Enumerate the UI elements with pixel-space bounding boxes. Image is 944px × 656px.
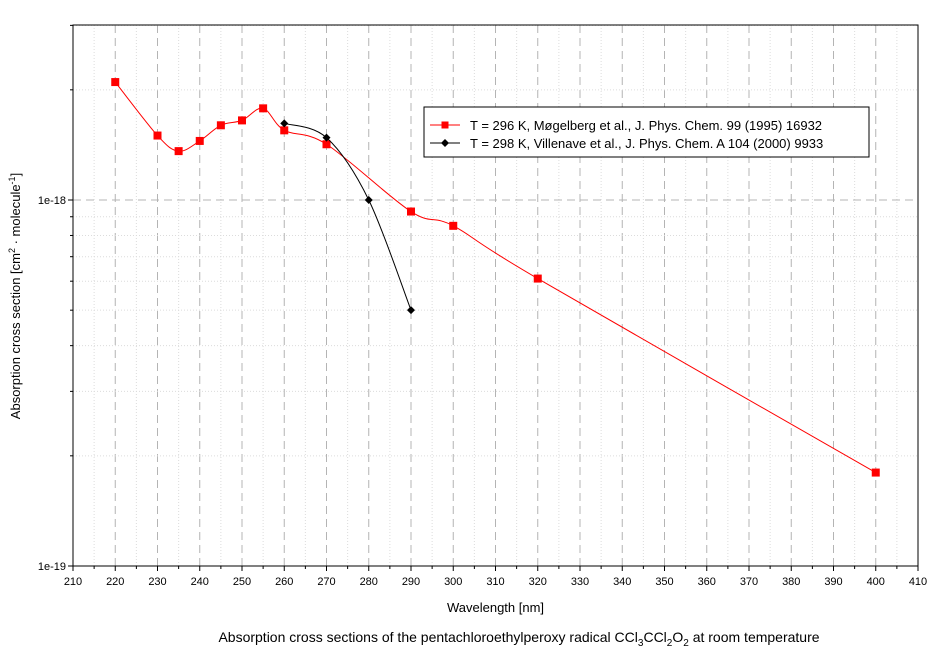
x-tick-label: 320 [529, 576, 547, 588]
y-axis-ticks: 1e-18 1e-19 [38, 24, 73, 573]
x-tick-label: 220 [106, 576, 124, 588]
x-tick-label: 290 [402, 576, 420, 588]
x-tick-label: 310 [486, 576, 504, 588]
data-point-series-1 [322, 140, 331, 149]
x-tick-label: 280 [360, 576, 378, 588]
x-tick-label: 340 [613, 576, 631, 588]
y-axis-label: Absorption cross section [cm2 · molecule… [7, 173, 23, 419]
x-tick-label: 250 [233, 576, 251, 588]
legend-box [423, 106, 870, 158]
data-point-series-1 [153, 131, 162, 140]
y-tick-label: 1e-19 [38, 561, 66, 573]
data-point-series-1 [216, 121, 225, 130]
data-point-series-1 [407, 207, 415, 216]
series-layer [111, 78, 880, 477]
data-point-series-1 [871, 468, 880, 477]
data-point-series-2 [364, 196, 373, 204]
x-axis-label: Wavelength [nm] [447, 600, 544, 615]
x-axis-ticks: 210 220 230 240 250 260 270 280 290 300 310 320 330 3… [64, 566, 927, 588]
legend: T = 296 K, Møgelberg et al., J. Phys. Ch… [423, 106, 870, 158]
data-point-series-2 [322, 133, 331, 142]
legend-label-1: T = 296 K, Møgelberg et al., J. Phys. Ch… [470, 118, 822, 133]
data-point-series-1 [449, 221, 458, 230]
data-point-series-2 [407, 306, 415, 315]
x-tick-label: 260 [275, 576, 293, 588]
y-tick-label: 1e-18 [38, 195, 66, 207]
data-point-series-1 [238, 116, 246, 125]
x-tick-label: 360 [698, 576, 716, 588]
x-tick-label: 270 [317, 576, 335, 588]
x-tick-label: 210 [64, 576, 82, 588]
x-tick-label: 330 [571, 576, 589, 588]
x-tick-label: 230 [148, 576, 166, 588]
data-point-series-2 [280, 119, 289, 128]
data-point-series-1 [111, 78, 120, 87]
x-tick-label: 350 [655, 576, 673, 588]
figure-caption: Absorption cross sections of the pentach… [218, 629, 819, 649]
data-point-series-1 [280, 126, 289, 135]
x-tick-label: 380 [782, 576, 800, 588]
x-tick-label: 300 [444, 576, 462, 588]
x-tick-label: 390 [824, 576, 842, 588]
x-tick-label: 400 [867, 576, 885, 588]
data-point-series-1 [533, 274, 542, 283]
legend-swatch-marker-1 [441, 121, 449, 129]
x-tick-label: 240 [191, 576, 209, 588]
series-line-2 [284, 122, 412, 311]
data-point-series-1 [259, 104, 268, 113]
data-point-series-1 [195, 136, 204, 145]
x-tick-label: 410 [909, 576, 927, 588]
x-tick-label: 370 [740, 576, 758, 588]
data-point-series-1 [174, 147, 183, 156]
legend-swatch-marker-2 [441, 139, 449, 147]
legend-label-2: T = 298 K, Villenave et al., J. Phys. Ch… [470, 136, 823, 151]
